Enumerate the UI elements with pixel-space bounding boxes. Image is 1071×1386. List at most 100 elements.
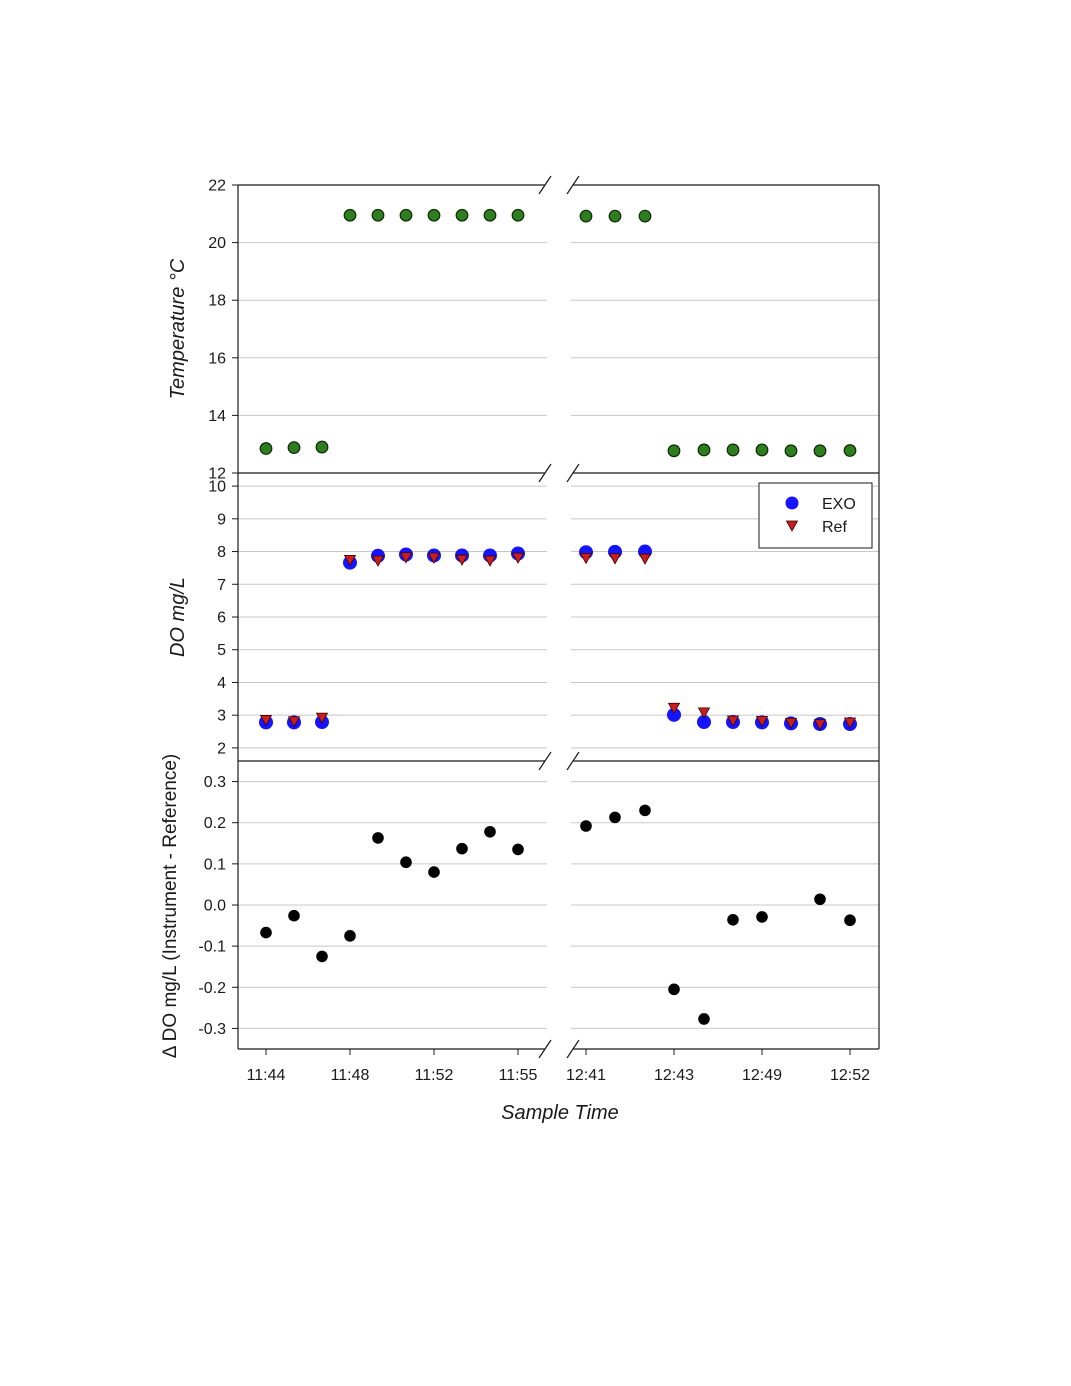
- delta-do-point: [580, 820, 592, 832]
- x-tick-label: 12:43: [654, 1067, 694, 1084]
- temperature-point: [697, 443, 711, 457]
- temperature-point: [579, 209, 593, 223]
- x-tick-label: 11:44: [247, 1067, 286, 1084]
- axis-break-mark: [538, 175, 552, 195]
- y-tick-label: 9: [217, 511, 226, 528]
- delta-do-point: [456, 842, 468, 855]
- y-tick-label: -0.3: [198, 1021, 226, 1038]
- y-tick-label: 18: [208, 293, 226, 310]
- delta-do-point: [512, 843, 524, 856]
- temperature-point: [371, 208, 385, 222]
- delta-do-point: [400, 856, 412, 869]
- temperature-point: [638, 209, 652, 223]
- y-tick-label: 2: [217, 740, 226, 757]
- temperature-point: [287, 441, 301, 455]
- ref-point: [608, 553, 622, 565]
- delta-do-point: [844, 914, 856, 927]
- temperature-point: [399, 208, 413, 222]
- delta-do-point: [814, 893, 826, 906]
- ref-point: [755, 716, 769, 728]
- axis-break-mark: [538, 751, 552, 771]
- axis-break-mark: [538, 463, 552, 483]
- legend-label-ref: Ref: [822, 519, 847, 536]
- delta-do-point: [316, 950, 328, 963]
- ref-point: [667, 702, 681, 715]
- delta-do-point: [639, 804, 651, 817]
- temperature-point: [726, 443, 740, 457]
- y-tick-label: 0.1: [204, 856, 226, 873]
- y-tick-label: -0.2: [198, 980, 226, 997]
- legend-label-exo: EXO: [822, 496, 856, 513]
- do-axis-title: DO mg/L: [167, 577, 189, 657]
- ref-point: [638, 553, 652, 565]
- ref-point: [455, 554, 469, 566]
- delta-do-point: [698, 1013, 710, 1025]
- axis-break-mark: [566, 175, 580, 195]
- ref-point: [371, 555, 385, 567]
- temperature-point: [259, 442, 273, 455]
- y-tick-label: 6: [217, 610, 226, 627]
- x-tick-label: 12:49: [742, 1067, 782, 1084]
- y-tick-label: 20: [208, 235, 226, 252]
- ref-point: [287, 716, 301, 728]
- x-axis-title: Sample Time: [501, 1102, 619, 1124]
- temperature-point: [343, 208, 357, 222]
- x-tick-label: 11:52: [415, 1067, 454, 1084]
- x-tick-label: 11:55: [499, 1067, 538, 1084]
- temperature-point: [483, 208, 497, 222]
- gridlines: [238, 242, 879, 1029]
- delta-do-point: [484, 825, 496, 838]
- y-tick-label: 22: [208, 178, 226, 195]
- ref-point: [579, 553, 593, 565]
- y-tick-label: 16: [208, 350, 226, 367]
- exo-point: [697, 715, 711, 730]
- temperature-point: [784, 444, 798, 458]
- temperature-point: [315, 440, 329, 454]
- temperature-point: [755, 443, 769, 457]
- plot-frame: [237, 175, 880, 1059]
- data-marks: [259, 208, 857, 1025]
- delta-do-axis-title: Δ DO mg/L (Instrument - Reference): [160, 754, 181, 1058]
- ref-point: [843, 717, 857, 729]
- y-tick-label: 8: [217, 544, 226, 561]
- y-tick-label: 10: [208, 479, 226, 496]
- x-tick-label: 12:52: [830, 1067, 870, 1084]
- y-tick-label: 14: [208, 408, 226, 425]
- y-tick-label: 0.2: [204, 815, 226, 832]
- x-tick-label: 12:41: [566, 1067, 606, 1084]
- legend-marker-exo: [785, 496, 799, 510]
- y-tick-label: 7: [217, 577, 226, 594]
- ref-point: [483, 555, 497, 567]
- delta-do-point: [372, 832, 384, 844]
- axis-break-mark: [566, 463, 580, 483]
- legend: EXO Ref: [758, 482, 873, 549]
- axis-break-mark: [538, 1039, 552, 1059]
- x-tick-label: 11:48: [331, 1067, 370, 1084]
- ref-point: [726, 715, 740, 727]
- ref-point: [399, 552, 413, 564]
- delta-do-point: [756, 911, 768, 923]
- ref-point: [784, 717, 798, 730]
- y-tick-label: 0.0: [204, 898, 226, 915]
- exo-point: [667, 707, 681, 722]
- delta-do-point: [727, 914, 739, 926]
- y-tick-label: 12: [208, 466, 226, 483]
- ref-point: [343, 554, 357, 567]
- ref-point: [813, 719, 827, 731]
- temperature-point: [667, 444, 681, 458]
- ref-point: [315, 712, 329, 724]
- axis-break-mark: [566, 751, 580, 771]
- delta-do-point: [428, 866, 440, 878]
- temperature-point: [455, 208, 469, 222]
- y-tick-label: 5: [217, 642, 226, 659]
- delta-do-point: [668, 983, 680, 996]
- temperature-point: [427, 208, 441, 222]
- y-tick-label: 4: [217, 675, 226, 692]
- axis-ticks: 1214161820222345678910-0.3-0.2-0.10.00.1…: [198, 178, 870, 1085]
- axis-break-mark: [566, 1039, 580, 1059]
- temperature-point: [813, 444, 827, 458]
- legend-box: [758, 482, 873, 549]
- y-tick-label: 3: [217, 708, 226, 725]
- legend-marker-ref: [785, 520, 799, 532]
